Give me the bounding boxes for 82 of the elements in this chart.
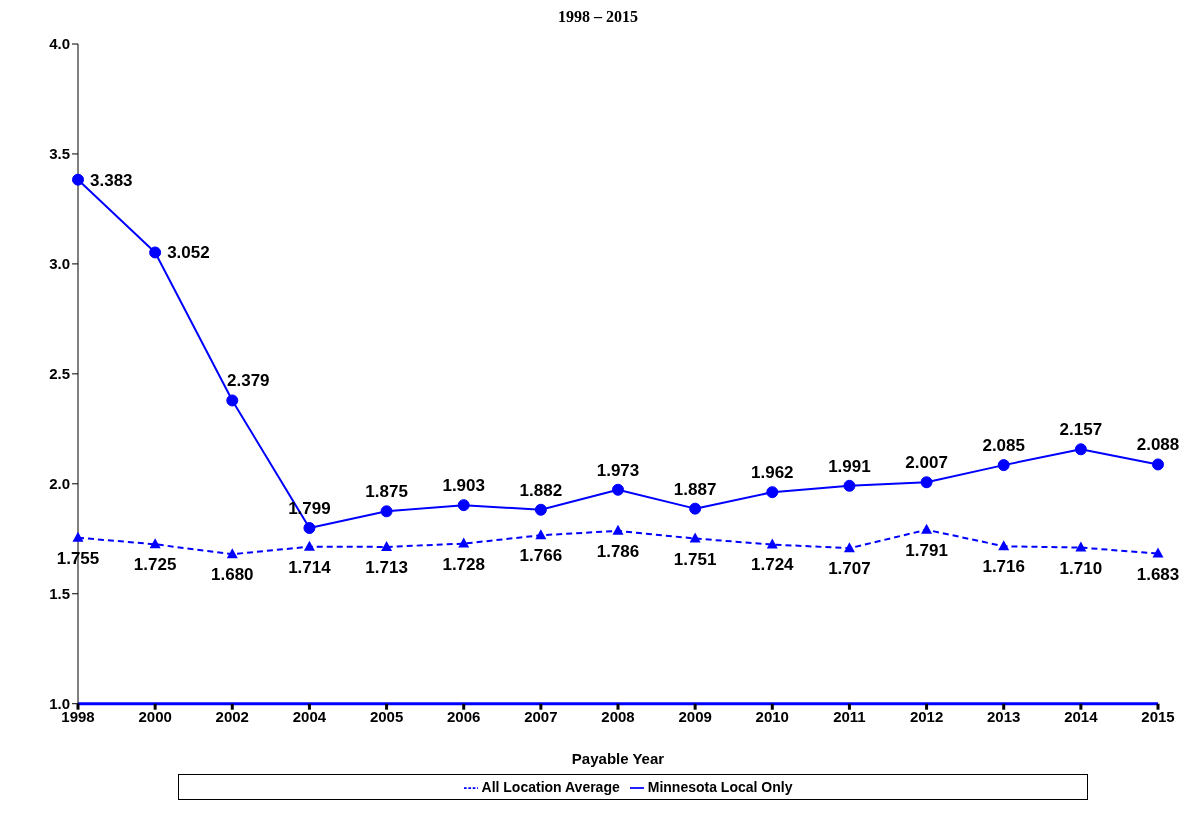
x-tick-label: 2007 bbox=[524, 708, 558, 726]
chart-title: 1998 – 2015 bbox=[557, 8, 639, 27]
point bbox=[149, 246, 162, 259]
point bbox=[303, 522, 316, 534]
data-label: 1.710 bbox=[1059, 558, 1103, 578]
data-label: 1.751 bbox=[673, 549, 717, 569]
data-label: 2.007 bbox=[905, 453, 948, 473]
point bbox=[612, 483, 624, 496]
x-tick-label: 2004 bbox=[292, 708, 327, 726]
point bbox=[72, 173, 84, 186]
point bbox=[921, 523, 933, 534]
x-tick-label: 2006 bbox=[447, 708, 481, 726]
point bbox=[226, 548, 238, 559]
data-label: 2.088 bbox=[1136, 435, 1180, 455]
x-tick-label: 2008 bbox=[601, 708, 635, 726]
data-label: 1.714 bbox=[288, 557, 332, 577]
point bbox=[457, 499, 470, 512]
data-label: 1.755 bbox=[56, 548, 100, 568]
y-tick-label: 3.5 bbox=[49, 145, 70, 163]
data-label: 1.716 bbox=[982, 557, 1025, 577]
data-label: 1.680 bbox=[211, 565, 254, 585]
point bbox=[72, 531, 84, 542]
data-label: 2.379 bbox=[227, 371, 270, 391]
legend-label: Minnesota Local Only bbox=[647, 778, 793, 795]
point bbox=[534, 503, 547, 516]
data-label: 1.766 bbox=[519, 546, 563, 566]
x-tick-label: 2011 bbox=[833, 708, 866, 726]
x-tick-label: 2015 bbox=[1141, 708, 1175, 726]
point bbox=[1152, 458, 1164, 471]
data-label: 1.728 bbox=[442, 554, 485, 574]
x-tick-label: 2014 bbox=[1064, 708, 1099, 726]
data-label: 1.725 bbox=[133, 555, 177, 575]
point bbox=[998, 540, 1010, 551]
point bbox=[458, 537, 470, 548]
y-tick-label: 2.5 bbox=[49, 365, 70, 383]
point bbox=[1075, 541, 1087, 552]
data-label: 1.791 bbox=[905, 540, 948, 560]
point bbox=[226, 394, 239, 407]
x-tick-label: 2010 bbox=[755, 708, 789, 726]
y-tick-label: 3.0 bbox=[49, 255, 70, 273]
x-tick-label: 2013 bbox=[987, 708, 1021, 726]
data-label: 1.683 bbox=[1136, 564, 1180, 584]
data-label: 3.383 bbox=[90, 170, 133, 190]
point bbox=[535, 529, 547, 540]
point bbox=[689, 532, 701, 543]
point bbox=[920, 476, 933, 489]
data-label: 1.887 bbox=[673, 479, 717, 499]
data-label: 1.973 bbox=[596, 460, 640, 480]
x-axis-title: Payable Year bbox=[571, 749, 665, 767]
point bbox=[381, 540, 393, 551]
x-tick-label: 2000 bbox=[138, 708, 172, 726]
point bbox=[766, 486, 779, 499]
point bbox=[843, 542, 855, 553]
data-label: 1.724 bbox=[751, 555, 795, 575]
data-label: 1.903 bbox=[442, 476, 485, 496]
point bbox=[380, 505, 393, 518]
data-label: 1.875 bbox=[365, 482, 408, 502]
x-tick-label: 2009 bbox=[678, 708, 712, 726]
data-label: 1.962 bbox=[751, 463, 794, 483]
x-tick-label: 2012 bbox=[909, 708, 944, 726]
point bbox=[1074, 443, 1087, 456]
x-tick-label: 2002 bbox=[215, 708, 249, 726]
point bbox=[843, 479, 856, 492]
data-label: 1.991 bbox=[828, 456, 871, 476]
y-tick-label: 2.0 bbox=[49, 475, 70, 493]
x-tick-label: 2005 bbox=[369, 708, 404, 726]
data-label: 1.882 bbox=[519, 480, 563, 500]
legend-label: All Location Average bbox=[481, 778, 620, 795]
data-label: 2.157 bbox=[1059, 420, 1103, 440]
data-label: 1.707 bbox=[828, 559, 871, 579]
data-label: 3.052 bbox=[167, 243, 210, 263]
data-label: 1.713 bbox=[365, 557, 408, 577]
y-tick-label: 1.5 bbox=[49, 585, 70, 603]
point bbox=[1152, 547, 1164, 558]
point bbox=[997, 459, 1010, 472]
point bbox=[149, 538, 161, 549]
point bbox=[303, 540, 315, 551]
point bbox=[689, 502, 702, 515]
data-label: 1.786 bbox=[596, 541, 640, 561]
data-label: 2.085 bbox=[982, 436, 1025, 456]
point bbox=[612, 524, 624, 535]
y-tick-label: 4.0 bbox=[49, 35, 70, 53]
